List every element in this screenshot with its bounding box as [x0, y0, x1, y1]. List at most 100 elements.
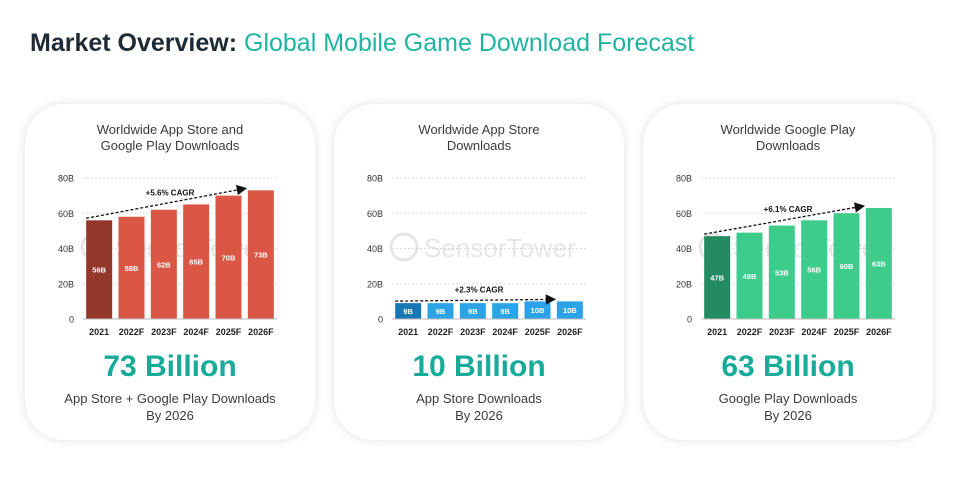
bar-chart-total: SensorTower020B40B60B80B56B202158B2022F6… [58, 174, 277, 337]
y-tick-label: 20B [58, 279, 74, 289]
bar [86, 220, 113, 319]
y-tick-label: 20B [367, 279, 383, 289]
sub-line1: App Store Downloads [416, 391, 542, 406]
bar [768, 225, 795, 319]
bar [865, 207, 892, 319]
y-tick-label: 0 [378, 315, 383, 325]
bar [492, 303, 519, 319]
x-tick-label: 2024F [492, 327, 518, 337]
cagr-arrow [395, 294, 557, 305]
bar-data-label: 53B [775, 268, 789, 277]
bar [215, 195, 242, 319]
bar-data-label: 60B [840, 262, 854, 271]
card-subtitle: Google Play Downloads By 2026 [643, 390, 933, 424]
bar [118, 216, 145, 319]
bar-data-label: 63B [872, 259, 886, 268]
y-tick-label: 60B [58, 209, 74, 219]
x-tick-label: 2023F [151, 327, 177, 337]
bar [801, 220, 828, 319]
x-tick-label: 2026F [866, 327, 892, 337]
bar [736, 232, 763, 319]
x-tick-label: 2025F [834, 327, 860, 337]
cagr-annotation: +6.1% CAGR [764, 205, 813, 214]
cagr-annotation: +2.3% CAGR [455, 285, 504, 294]
title-bold: Market Overview: [30, 29, 238, 57]
watermark-logo-icon [389, 232, 419, 262]
y-tick-label: 0 [69, 315, 74, 325]
card-title-line2: Downloads [446, 138, 512, 153]
bar [247, 190, 274, 319]
bar-data-label: 65B [189, 258, 203, 267]
y-tick-label: 80B [58, 174, 74, 184]
x-tick-label: 2026F [248, 327, 274, 337]
card-title: Worldwide Google Play Downloads [643, 122, 933, 154]
bar-data-label: 62B [157, 260, 171, 269]
sub-line1: App Store + Google Play Downloads [64, 391, 276, 406]
sub-line2: By 2026 [146, 408, 194, 423]
cagr-annotation: +5.6% CAGR [146, 188, 195, 197]
card-app-store: Worldwide App Store Downloads SensorTowe… [334, 104, 624, 440]
bar [704, 236, 731, 319]
bar [833, 213, 860, 319]
bar-data-label: 9B [403, 307, 413, 316]
x-tick-label: 2022F [737, 327, 763, 337]
bar [183, 204, 210, 319]
card-title-line2: Google Play Downloads [100, 138, 240, 153]
bar [427, 303, 454, 319]
y-tick-label: 0 [687, 315, 692, 325]
title-light: Global Mobile Game Download Forecast [244, 29, 695, 57]
bar [395, 303, 422, 319]
x-tick-label: 2025F [216, 327, 242, 337]
bar-data-label: 49B [743, 272, 757, 281]
bar [524, 301, 551, 319]
card-total: Worldwide App Store and Google Play Down… [25, 104, 315, 440]
card-subtitle: App Store Downloads By 2026 [334, 390, 624, 424]
big-value: 73 Billion [103, 350, 237, 383]
card-google-play: Worldwide Google Play Downloads SensorTo… [643, 104, 933, 440]
bar-data-label: 56B [807, 266, 821, 275]
card-title-line1: Worldwide App Store and [96, 122, 244, 137]
x-tick-label: 2024F [801, 327, 827, 337]
card-title-line1: Worldwide Google Play [720, 122, 856, 137]
y-tick-label: 40B [58, 244, 74, 254]
card-title-line2: Downloads [755, 138, 821, 153]
bar-data-label: 9B [500, 307, 510, 316]
x-tick-label: 2021 [398, 327, 418, 337]
x-tick-label: 2024F [183, 327, 209, 337]
bar-data-label: 10B [563, 306, 577, 315]
big-value: 10 Billion [412, 350, 546, 383]
cagr-arrow [704, 202, 866, 235]
bar-data-label: 47B [710, 274, 724, 283]
x-tick-label: 2022F [119, 327, 145, 337]
bar [556, 301, 583, 319]
y-tick-label: 60B [676, 209, 692, 219]
bar-chart-google-play: SensorTower020B40B60B80B47B202149B2022F5… [676, 174, 895, 337]
bar [150, 209, 177, 319]
y-tick-label: 80B [367, 174, 383, 184]
sub-line2: By 2026 [764, 408, 812, 423]
x-tick-label: 2026F [557, 327, 583, 337]
x-tick-label: 2021 [89, 327, 109, 337]
x-tick-label: 2021 [707, 327, 727, 337]
card-title: Worldwide App Store Downloads [334, 122, 624, 154]
big-value: 63 Billion [721, 350, 855, 383]
bar-data-label: 58B [125, 264, 139, 273]
card-title: Worldwide App Store and Google Play Down… [25, 122, 315, 154]
x-tick-label: 2023F [460, 327, 486, 337]
x-tick-label: 2022F [428, 327, 454, 337]
bar [459, 303, 486, 319]
bar-data-label: 56B [92, 266, 106, 275]
card-subtitle: App Store + Google Play Downloads By 202… [25, 390, 315, 424]
bar-data-label: 9B [468, 307, 478, 316]
y-tick-label: 20B [676, 279, 692, 289]
y-tick-label: 40B [367, 244, 383, 254]
bar-chart-app-store: SensorTower020B40B60B80B9B20219B2022F9B2… [367, 174, 586, 337]
y-tick-label: 80B [676, 174, 692, 184]
page-title: Market Overview: Global Mobile Game Down… [30, 28, 694, 58]
cagr-arrow [86, 184, 248, 219]
sub-line1: Google Play Downloads [718, 391, 858, 406]
y-tick-label: 40B [676, 244, 692, 254]
card-title-line1: Worldwide App Store [418, 122, 540, 137]
y-tick-label: 60B [367, 209, 383, 219]
x-tick-label: 2025F [525, 327, 551, 337]
